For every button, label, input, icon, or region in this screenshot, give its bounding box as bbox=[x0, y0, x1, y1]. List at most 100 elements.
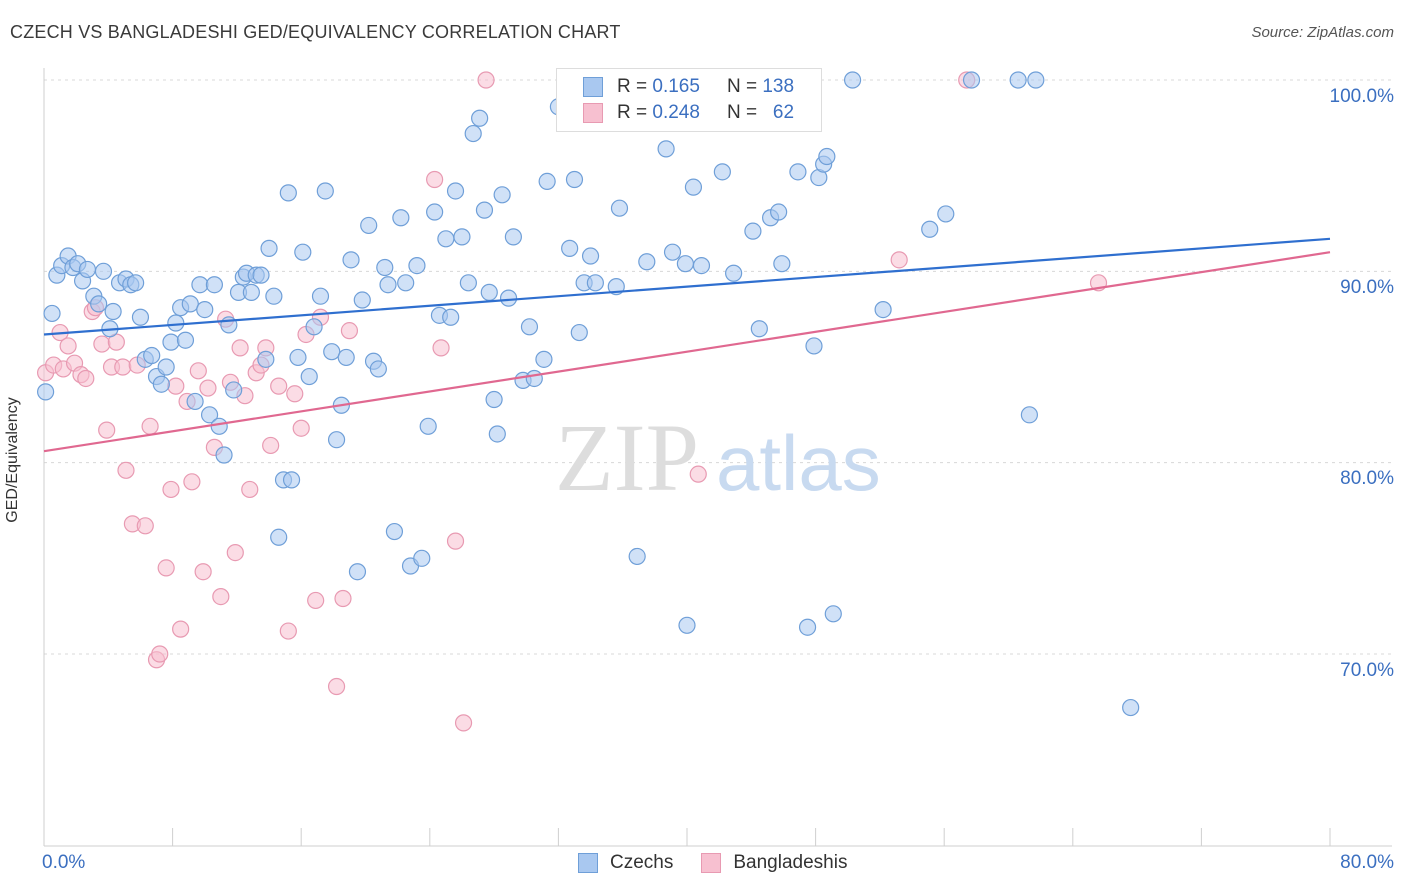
czech-point bbox=[316, 182, 334, 200]
czech-point bbox=[610, 199, 629, 217]
bangladeshi-point bbox=[167, 377, 185, 395]
czech-trend-line bbox=[43, 237, 1331, 336]
czech-point bbox=[773, 255, 791, 273]
czech-point bbox=[205, 276, 223, 294]
bangladeshi-point bbox=[114, 358, 132, 376]
czech-point bbox=[385, 522, 404, 541]
czech-point bbox=[921, 220, 939, 238]
czech-point bbox=[459, 274, 477, 292]
czech-point bbox=[442, 308, 460, 326]
czech-point bbox=[397, 274, 415, 292]
czech-point bbox=[143, 346, 161, 365]
czech-point bbox=[570, 323, 588, 342]
czech-point bbox=[78, 260, 97, 279]
czech-point bbox=[294, 243, 312, 261]
bangladeshi-point bbox=[136, 517, 154, 535]
czechs-legend-swatch bbox=[578, 853, 598, 873]
bangladeshi-point bbox=[292, 419, 310, 437]
czech-point bbox=[311, 287, 330, 305]
trend-lines bbox=[43, 237, 1331, 453]
czech-point bbox=[499, 289, 518, 307]
czech-point bbox=[279, 184, 297, 202]
czech-point bbox=[725, 264, 743, 282]
czech-point bbox=[628, 547, 646, 566]
bangladeshis-legend-swatch bbox=[701, 853, 722, 873]
bangladeshi-point bbox=[189, 362, 207, 380]
czech-point bbox=[561, 239, 579, 257]
czech-point bbox=[196, 301, 214, 319]
czech-point bbox=[186, 392, 204, 411]
bangladeshi-point bbox=[689, 465, 707, 483]
czech-point bbox=[471, 109, 489, 127]
czech-point bbox=[565, 170, 584, 189]
bangladeshi-point bbox=[183, 473, 201, 491]
x-tick-label-max: 80.0% bbox=[1340, 852, 1394, 873]
czech-point bbox=[480, 283, 498, 301]
czech-point bbox=[713, 163, 731, 181]
czech-point bbox=[493, 186, 511, 204]
czech-point bbox=[43, 304, 61, 323]
watermark-zip: ZIP bbox=[555, 404, 699, 511]
czech-point bbox=[152, 375, 170, 393]
czech-point bbox=[353, 291, 371, 309]
czech-point bbox=[962, 71, 981, 89]
bangladeshi-point bbox=[279, 622, 297, 640]
bangladeshi-point bbox=[98, 421, 116, 439]
czech-point bbox=[770, 203, 788, 221]
czech-point bbox=[535, 350, 553, 368]
series-legend: Czechs Bangladeshis bbox=[578, 852, 875, 874]
czech-point bbox=[225, 381, 243, 399]
czech-point bbox=[504, 228, 522, 246]
czech-point bbox=[215, 446, 233, 464]
czech-point bbox=[525, 369, 543, 388]
czech-point bbox=[252, 266, 270, 284]
czech-point bbox=[37, 383, 55, 401]
bangladeshi-point bbox=[199, 379, 217, 397]
czech-point bbox=[1009, 71, 1027, 89]
legend-item-bangladeshis: Bangladeshis bbox=[701, 852, 847, 874]
bangladeshi-point bbox=[226, 543, 244, 562]
czech-point bbox=[1122, 698, 1140, 717]
bangladeshi-trend-line bbox=[43, 251, 1331, 453]
czech-point bbox=[485, 390, 503, 409]
czech-point bbox=[360, 216, 378, 235]
czech-point bbox=[413, 549, 431, 567]
czech-point bbox=[337, 348, 355, 367]
legend-row-bangladeshi: R = 0.248 N = 62 bbox=[583, 101, 794, 125]
czech-point bbox=[657, 140, 675, 158]
bangladeshi-r-label: R = bbox=[617, 102, 648, 123]
czech-r-value: 0.165 bbox=[652, 76, 700, 97]
czech-n-label: N = bbox=[726, 76, 758, 97]
czech-point bbox=[282, 471, 301, 489]
bangladeshi-point bbox=[270, 377, 288, 395]
czech-point bbox=[242, 283, 260, 301]
x-tick-label-min: 0.0% bbox=[42, 852, 86, 873]
bangladeshi-point bbox=[307, 591, 325, 610]
czech-point bbox=[90, 295, 108, 313]
bangladeshi-swatch bbox=[583, 103, 603, 123]
czech-point bbox=[200, 406, 219, 424]
bangladeshi-point bbox=[262, 436, 280, 455]
czech-point bbox=[586, 274, 604, 292]
czech-point bbox=[270, 528, 288, 546]
czech-point bbox=[488, 425, 506, 443]
czech-point bbox=[157, 358, 175, 376]
czech-point bbox=[131, 308, 150, 326]
czechs-legend-label: Czechs bbox=[610, 852, 674, 873]
czech-point bbox=[369, 360, 387, 378]
czech-point bbox=[684, 178, 703, 196]
czech-point bbox=[300, 367, 318, 386]
czech-point bbox=[437, 230, 455, 248]
czech-point bbox=[127, 274, 145, 292]
bangladeshi-point bbox=[172, 620, 190, 638]
czech-point bbox=[305, 318, 323, 336]
bangladeshi-point bbox=[890, 251, 908, 269]
czech-point bbox=[818, 147, 836, 166]
czech-point bbox=[181, 295, 199, 313]
czech-point bbox=[94, 262, 113, 280]
czech-point bbox=[453, 228, 471, 246]
czech-point bbox=[1020, 406, 1038, 424]
czech-point bbox=[475, 201, 494, 219]
czech-point bbox=[638, 253, 656, 271]
bangladeshi-point bbox=[432, 339, 450, 357]
